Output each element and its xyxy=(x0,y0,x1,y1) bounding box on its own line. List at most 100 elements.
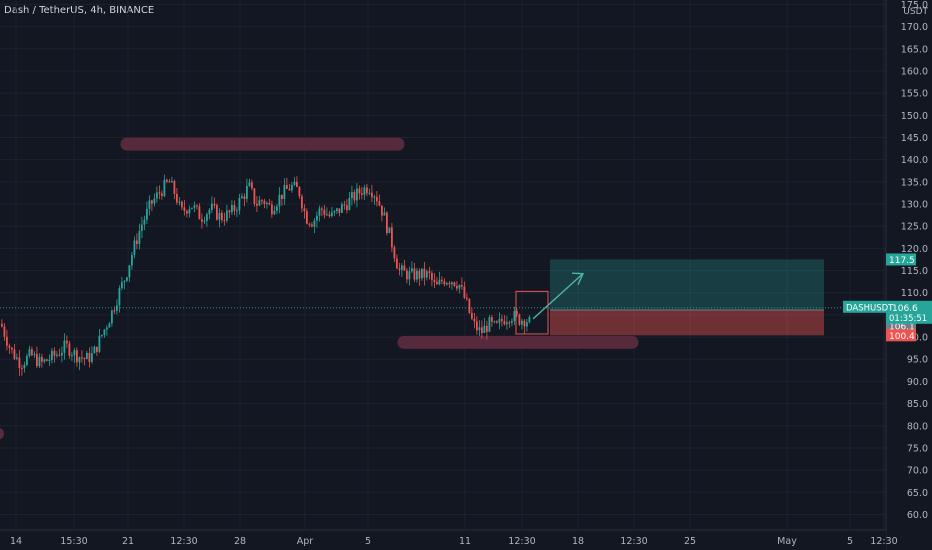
x-tick-label: 18 xyxy=(572,536,584,547)
candle-up xyxy=(333,210,336,213)
candle-up xyxy=(478,327,481,331)
candle-down xyxy=(31,349,33,356)
x-tick-label: 12:30 xyxy=(508,536,535,547)
candle-down xyxy=(76,350,78,363)
candle-down xyxy=(303,208,306,212)
candle-down xyxy=(311,224,313,227)
candle-up xyxy=(188,208,191,214)
candle-up xyxy=(141,224,143,231)
candle-down xyxy=(83,358,86,360)
candle-down xyxy=(371,192,373,198)
candle-down xyxy=(328,214,331,217)
countdown-timer: 01:35:51 xyxy=(889,314,927,324)
x-tick-label: 14 xyxy=(10,536,22,547)
candle-down xyxy=(251,182,253,189)
candle-down xyxy=(516,311,518,315)
candle-down xyxy=(436,281,438,285)
candle-down xyxy=(486,325,488,332)
candle-up xyxy=(121,282,123,289)
candle-down xyxy=(306,211,308,224)
candle-down xyxy=(358,188,361,194)
candle-up xyxy=(283,185,286,199)
long-position-tool[interactable] xyxy=(0,259,886,336)
x-tick-label: 12:30 xyxy=(170,536,197,547)
candle-up xyxy=(91,353,93,362)
candle-up xyxy=(276,206,278,211)
candle-down xyxy=(228,210,231,213)
candle-up xyxy=(266,203,268,205)
candle-up xyxy=(163,179,166,196)
x-tick-label: Apr xyxy=(297,536,314,547)
candle-down xyxy=(263,200,266,204)
candle-down xyxy=(233,205,236,211)
last-price-tag xyxy=(886,300,932,324)
x-tick-label: 11 xyxy=(459,536,471,547)
candle-up xyxy=(28,349,31,356)
y-tick-label: 165.0 xyxy=(901,44,928,55)
candle-down xyxy=(196,205,198,207)
candle-up xyxy=(383,212,386,216)
time-axis-bg xyxy=(0,530,886,550)
candle-down xyxy=(46,359,48,361)
candle-up xyxy=(156,192,158,199)
candle-up xyxy=(341,204,343,213)
candle-up xyxy=(56,354,58,356)
grid-lines xyxy=(0,0,886,530)
candle-down xyxy=(158,192,161,194)
candle-up xyxy=(238,198,241,211)
price-axis-bg xyxy=(886,0,932,550)
candles xyxy=(1,174,531,376)
price-axis[interactable]: 60.065.070.075.080.085.090.095.0100.0105… xyxy=(885,0,932,550)
candle-down xyxy=(393,247,396,259)
y-tick-label: 90.0 xyxy=(907,377,928,388)
y-tick-label: 175.0 xyxy=(901,0,928,11)
candle-up xyxy=(498,318,501,323)
candle-down xyxy=(343,204,346,206)
candle-up xyxy=(171,181,173,183)
candle-down xyxy=(8,345,11,348)
candle-down xyxy=(81,357,83,359)
y-tick-label: 120.0 xyxy=(901,244,928,255)
candle-up xyxy=(61,352,63,356)
candle-up xyxy=(458,284,461,289)
candle-down xyxy=(453,282,456,286)
candle-up xyxy=(528,317,531,323)
y-tick-label: 160.0 xyxy=(901,66,928,77)
time-axis[interactable]: 14 15:30 21 12:30 28 Apr 5 11 12:30 18 12:30 25 May 5… xyxy=(0,529,898,550)
candle-down xyxy=(431,273,433,280)
candle-up xyxy=(191,207,193,209)
candle-down xyxy=(253,188,256,204)
candle-down xyxy=(433,279,436,282)
candle-down xyxy=(301,196,303,209)
candle-up xyxy=(521,320,523,325)
candle-down xyxy=(136,240,138,245)
candle-down xyxy=(481,327,483,333)
candle-up xyxy=(118,288,121,306)
candle-down xyxy=(243,196,246,199)
candle-up xyxy=(143,219,146,225)
x-tick-label: 25 xyxy=(684,536,696,547)
candle-down xyxy=(413,268,416,280)
candle-down xyxy=(476,321,478,331)
candle-down xyxy=(308,223,311,225)
highlight-box xyxy=(515,290,549,335)
candle-up xyxy=(248,182,251,186)
candle-down xyxy=(68,343,71,356)
candle-down xyxy=(323,209,326,216)
candle-down xyxy=(36,354,38,367)
candle-down xyxy=(423,268,426,278)
candle-up xyxy=(126,277,128,281)
candle-down xyxy=(21,368,23,370)
trend-arrow-line xyxy=(532,274,583,320)
candle-up xyxy=(408,271,411,280)
chart-title: Dash / TetherUS, 4h, BINANCE xyxy=(4,5,155,16)
candle-up xyxy=(131,254,133,266)
stop-zone xyxy=(550,310,824,336)
price-tag-value: 117.5 xyxy=(889,256,915,266)
candle-up xyxy=(293,181,296,185)
candle-down xyxy=(463,286,466,298)
candle-up xyxy=(116,305,118,311)
x-tick-label: 12:30 xyxy=(620,536,647,547)
